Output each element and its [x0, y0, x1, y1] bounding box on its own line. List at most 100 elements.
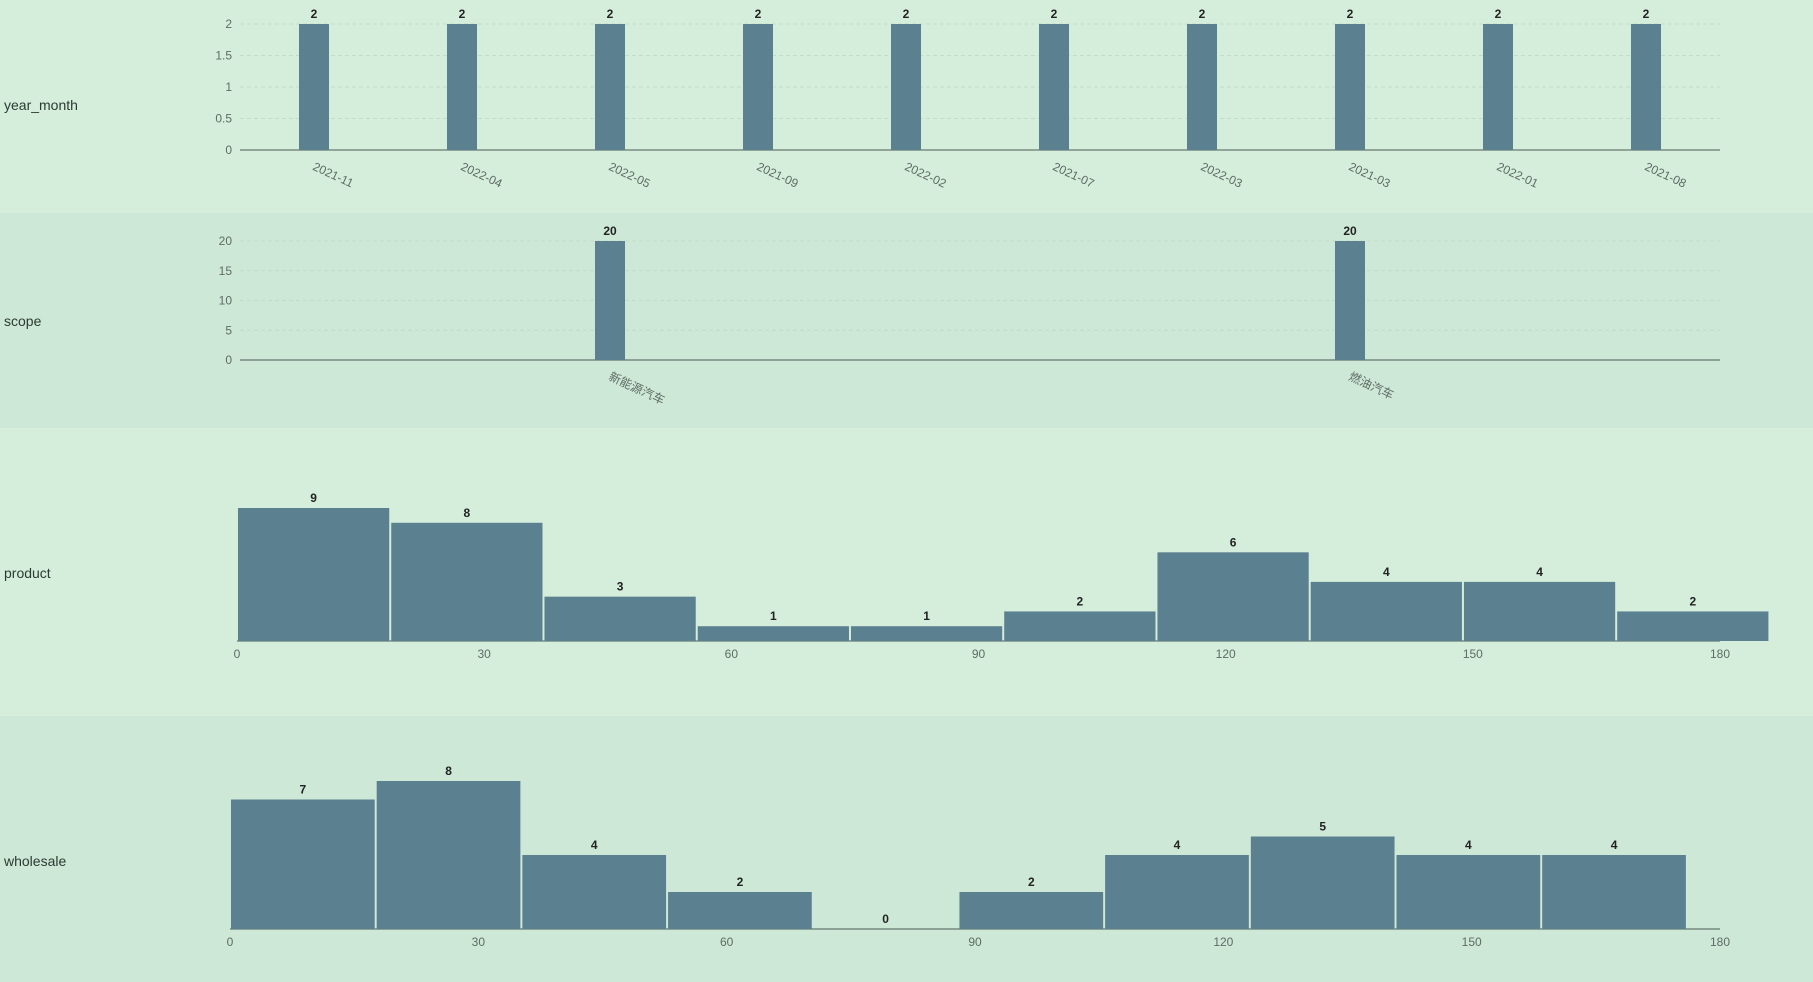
- y-tick-label: 0: [225, 353, 232, 367]
- bar: [1039, 24, 1069, 150]
- value-label: 6: [1230, 535, 1237, 549]
- year-month-panel: year_month 0 0.5 1 1.5 2 2 2021-11 2 2022-04 2 202…: [0, 0, 1813, 213]
- value-label: 2: [607, 7, 614, 21]
- bar: [668, 892, 812, 929]
- y-tick-label: 20: [219, 234, 233, 248]
- x-tick-label: 2021-08: [1643, 159, 1689, 190]
- bar: [1617, 611, 1769, 641]
- product-panel: product 0 30 60 90 120 150 180 9 8 3 1 1 2 6 4 4 2: [0, 428, 1813, 716]
- y-tick-label: 10: [219, 294, 233, 308]
- x-tick-label: 90: [968, 935, 982, 949]
- bar: [447, 24, 477, 150]
- bar: [1396, 855, 1541, 929]
- bar: [1310, 581, 1462, 641]
- value-label: 2: [1347, 7, 1354, 21]
- product-chart: 0 30 60 90 120 150 180 9 8 3 1 1 2 6 4 4 2: [234, 491, 1769, 661]
- wholesale-panel: wholesale 0 30 60 90 120 150 180 7 8 4 2 0 2 4 5 4 4: [0, 716, 1813, 982]
- x-tick-label: 0: [234, 647, 241, 661]
- bar: [1483, 24, 1513, 150]
- wholesale-chart: 0 30 60 90 120 150 180 7 8 4 2 0 2 4 5 4 4: [227, 764, 1731, 949]
- x-tick-label: 120: [1213, 935, 1233, 949]
- bar: [1335, 241, 1365, 360]
- bar: [1250, 836, 1395, 929]
- value-label: 4: [1611, 838, 1618, 852]
- value-label: 20: [1343, 224, 1357, 238]
- x-tick-label: 30: [477, 647, 491, 661]
- value-label: 4: [1383, 565, 1390, 579]
- bar: [697, 626, 849, 641]
- value-label: 2: [755, 7, 762, 21]
- bar: [891, 24, 921, 150]
- x-tick-label: 150: [1463, 647, 1483, 661]
- x-tick-label: 2022-05: [607, 159, 653, 190]
- row-label-year-month: year_month: [4, 97, 78, 113]
- bar: [238, 508, 390, 641]
- row-label-scope: scope: [4, 313, 42, 329]
- value-label: 1: [770, 609, 777, 623]
- x-tick-label: 燃油汽车: [1347, 368, 1397, 402]
- bar: [959, 892, 1104, 929]
- bar: [299, 24, 329, 150]
- y-tick-label: 0.5: [215, 112, 232, 126]
- bar: [1335, 24, 1365, 150]
- bar: [544, 596, 696, 641]
- y-tick-label: 1.5: [215, 49, 232, 63]
- x-tick-label: 180: [1710, 935, 1730, 949]
- bar: [743, 24, 773, 150]
- value-label: 2: [1689, 594, 1696, 608]
- x-tick-label: 2021-11: [311, 159, 356, 190]
- value-label: 1: [923, 609, 930, 623]
- value-label: 4: [1174, 838, 1181, 852]
- value-label: 3: [617, 580, 624, 594]
- bar: [850, 626, 1003, 641]
- x-tick-label: 新能源汽车: [607, 368, 668, 407]
- bar: [376, 781, 521, 929]
- value-label: 9: [310, 491, 317, 505]
- x-tick-label: 0: [227, 935, 234, 949]
- value-label: 20: [603, 224, 617, 238]
- value-label: 8: [445, 764, 452, 778]
- value-label: 4: [1465, 838, 1472, 852]
- value-label: 2: [1495, 7, 1502, 21]
- bar: [1157, 552, 1309, 641]
- bar: [595, 241, 625, 360]
- row-label-product: product: [4, 565, 51, 581]
- bar: [1631, 24, 1661, 150]
- bar: [1105, 855, 1249, 929]
- value-label: 2: [459, 7, 466, 21]
- x-tick-label: 2022-03: [1199, 159, 1245, 190]
- bar: [595, 24, 625, 150]
- value-label: 4: [591, 838, 598, 852]
- scope-chart: 0 5 10 15 20 20 新能源汽车 20 燃油汽车: [219, 224, 1720, 407]
- row-label-wholesale: wholesale: [4, 853, 67, 869]
- value-label: 2: [1028, 875, 1035, 889]
- bar: [391, 522, 543, 641]
- y-tick-label: 1: [225, 80, 232, 94]
- x-tick-label: 2021-03: [1347, 159, 1393, 190]
- x-tick-label: 2021-07: [1051, 159, 1097, 190]
- value-label: 4: [1536, 565, 1543, 579]
- value-label: 8: [464, 506, 471, 520]
- value-label: 0: [882, 912, 889, 926]
- value-label: 2: [737, 875, 744, 889]
- y-tick-label: 2: [225, 17, 232, 31]
- bar: [1463, 581, 1616, 641]
- x-tick-label: 60: [725, 647, 739, 661]
- x-tick-label: 90: [972, 647, 986, 661]
- x-tick-label: 2022-01: [1495, 159, 1541, 190]
- year-month-chart: 0 0.5 1 1.5 2 2 2021-11 2 2022-04 2 2022-05 2 2021-0…: [215, 7, 1720, 191]
- value-label: 7: [300, 783, 307, 797]
- bar: [522, 855, 667, 929]
- value-label: 2: [1643, 7, 1650, 21]
- x-tick-label: 120: [1216, 647, 1236, 661]
- value-label: 2: [1051, 7, 1058, 21]
- x-tick-label: 150: [1462, 935, 1482, 949]
- bar: [1187, 24, 1217, 150]
- value-label: 5: [1319, 820, 1326, 834]
- y-tick-label: 5: [225, 323, 232, 337]
- x-tick-label: 2021-09: [755, 159, 801, 190]
- y-tick-label: 0: [225, 143, 232, 157]
- scope-panel: scope 0 5 10 15 20 20 新能源汽车 20 燃油汽车: [0, 213, 1813, 428]
- bar: [231, 799, 375, 929]
- x-tick-label: 60: [720, 935, 734, 949]
